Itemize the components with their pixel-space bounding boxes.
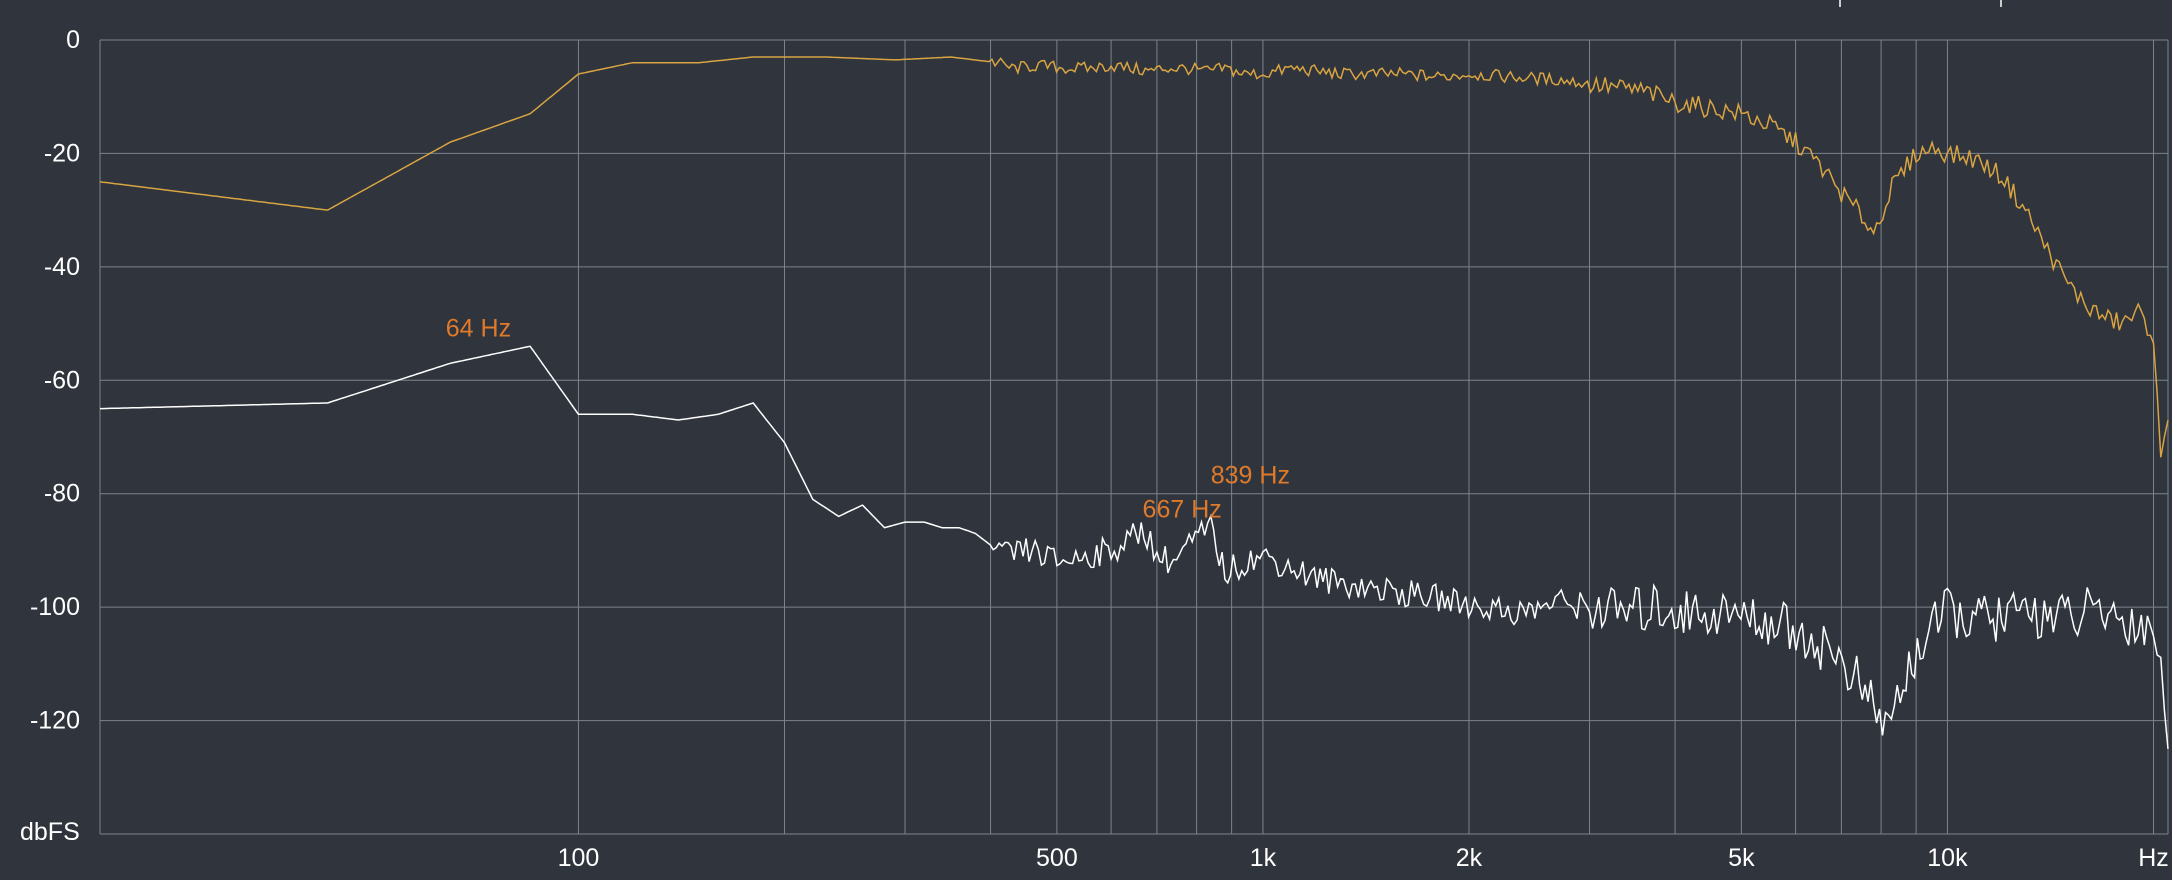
series-line-0 <box>99 56 2169 458</box>
x-tick-label: 100 <box>558 844 600 872</box>
y-tick-labels: 0 -20 -40 -60 -80 -100 -120 <box>30 26 80 735</box>
y-axis-label: dbFS <box>20 818 80 846</box>
x-tick-labels: 100 500 1k 2k 5k 10k Hz <box>558 844 2169 872</box>
x-tick-label: 1k <box>1250 844 1277 872</box>
grid-layer <box>99 39 2169 835</box>
series-line-1 <box>100 345 2169 749</box>
y-tick-label: -40 <box>44 253 80 281</box>
x-tick-label: 5k <box>1728 844 1755 872</box>
peak-annotation: 667 Hz <box>1143 496 1222 524</box>
y-tick-label: -60 <box>44 366 80 394</box>
peak-annotation: 839 Hz <box>1211 462 1290 490</box>
y-tick-label: -80 <box>44 480 80 508</box>
x-tick-label: Hz <box>2138 844 2169 872</box>
annotation-layer: 64 Hz 667 Hz 839 Hz <box>446 314 1290 523</box>
peak-annotation: 64 Hz <box>446 314 511 342</box>
x-tick-label: 2k <box>1456 844 1483 872</box>
y-tick-label: -120 <box>30 707 80 735</box>
x-tick-label: 10k <box>1927 844 1968 872</box>
y-tick-label: -20 <box>44 139 80 167</box>
y-tick-label: -100 <box>30 593 80 621</box>
series-layer <box>99 56 2169 749</box>
x-tick-label: 500 <box>1036 844 1078 872</box>
y-tick-label: 0 <box>66 26 80 54</box>
